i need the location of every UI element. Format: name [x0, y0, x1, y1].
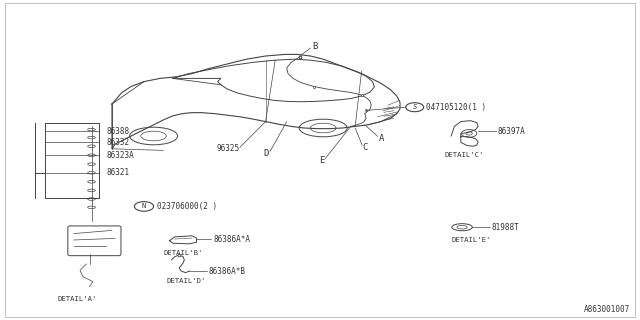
- Text: 86332: 86332: [107, 138, 130, 147]
- Text: DETAIL'D': DETAIL'D': [166, 278, 206, 284]
- Text: N: N: [142, 204, 146, 209]
- Text: 86321: 86321: [107, 168, 130, 177]
- Text: 86386A*B: 86386A*B: [209, 267, 246, 276]
- Text: 81988T: 81988T: [492, 223, 519, 232]
- Text: A: A: [379, 134, 384, 143]
- Text: D: D: [263, 149, 268, 158]
- Text: DETAIL'B': DETAIL'B': [163, 250, 203, 256]
- Text: S: S: [413, 104, 417, 110]
- Text: 86397A: 86397A: [498, 127, 525, 136]
- Text: 86323A: 86323A: [107, 151, 134, 160]
- Text: 047105120(1 ): 047105120(1 ): [426, 103, 486, 112]
- Text: DETAIL'C': DETAIL'C': [445, 152, 484, 158]
- Text: A863001007: A863001007: [584, 305, 630, 314]
- Text: 023706000(2 ): 023706000(2 ): [157, 202, 217, 211]
- Text: B: B: [312, 42, 317, 51]
- Text: DETAIL'E': DETAIL'E': [451, 237, 491, 243]
- Text: E: E: [319, 156, 324, 165]
- Text: DETAIL'A': DETAIL'A': [58, 296, 97, 302]
- Text: C: C: [363, 143, 368, 152]
- Text: 96325: 96325: [216, 144, 239, 153]
- Text: 86386A*A: 86386A*A: [213, 235, 250, 244]
- Text: 86388: 86388: [107, 127, 130, 136]
